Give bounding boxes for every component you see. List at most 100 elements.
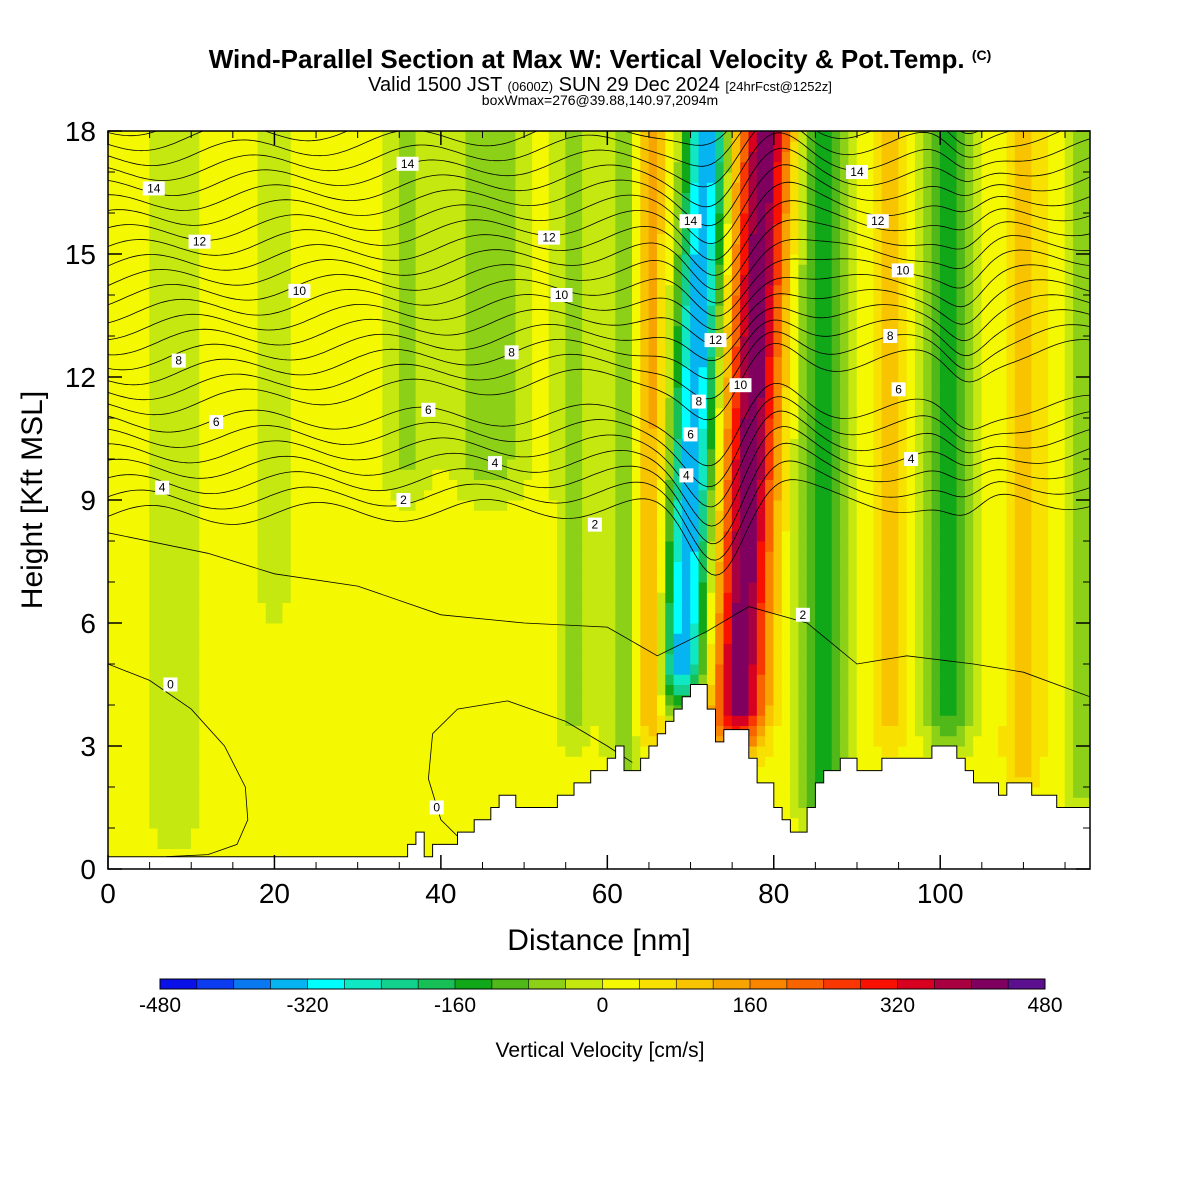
velocity-cell [607, 489, 617, 501]
velocity-cell [448, 622, 459, 634]
velocity-cell [790, 520, 800, 532]
velocity-cell [557, 520, 567, 532]
velocity-cell [157, 663, 167, 675]
velocity-cell [939, 458, 950, 470]
velocity-cell [507, 561, 517, 573]
velocity-cell [1023, 509, 1033, 521]
velocity-cell [465, 807, 475, 819]
velocity-cell [931, 673, 941, 685]
velocity-cell [415, 591, 425, 603]
velocity-cell [981, 550, 991, 562]
velocity-cell [790, 499, 800, 511]
velocity-cell [773, 591, 783, 603]
velocity-cell [865, 632, 875, 644]
velocity-cell [681, 499, 692, 511]
velocity-cell [898, 735, 908, 747]
velocity-cell [116, 427, 126, 439]
velocity-cell [415, 520, 425, 532]
velocity-cell [423, 571, 434, 583]
valid-time-prefix: Valid 1500 JST [368, 74, 502, 96]
velocity-cell [865, 612, 875, 624]
velocity-cell [557, 530, 567, 542]
velocity-cell [773, 786, 783, 798]
velocity-cell [906, 725, 916, 737]
velocity-cell [415, 694, 425, 706]
velocity-cell [948, 468, 958, 480]
velocity-cell [207, 848, 217, 860]
velocity-cell [132, 714, 142, 726]
velocity-cell [1006, 591, 1016, 603]
velocity-cell [307, 704, 317, 716]
velocity-cell [199, 755, 209, 767]
velocity-cell [889, 622, 900, 634]
velocity-cell [690, 591, 700, 603]
velocity-cell [723, 499, 733, 511]
velocity-cell [981, 561, 991, 573]
velocity-cell [232, 663, 242, 675]
velocity-cell [565, 694, 575, 706]
velocity-cell [240, 427, 250, 439]
velocity-cell [116, 817, 126, 829]
velocity-cell [182, 632, 192, 644]
velocity-cell [1081, 530, 1090, 542]
velocity-cell [1081, 725, 1090, 737]
velocity-cell [407, 622, 417, 634]
velocity-cell [532, 468, 542, 480]
velocity-cell [1081, 643, 1090, 655]
velocity-cell [865, 591, 875, 603]
velocity-cell [856, 448, 866, 460]
velocity-cell [340, 622, 350, 634]
velocity-cell [1056, 591, 1066, 603]
velocity-cell [482, 591, 492, 603]
velocity-cell [165, 735, 176, 747]
velocity-cell [382, 602, 392, 614]
velocity-cell [299, 530, 309, 542]
velocity-cell [349, 694, 359, 706]
velocity-cell [956, 540, 966, 552]
velocity-cell [448, 817, 459, 829]
velocity-cell [673, 684, 683, 696]
velocity-cell [715, 694, 725, 706]
velocity-cell [681, 448, 692, 460]
velocity-cell [540, 520, 550, 532]
velocity-cell [374, 684, 384, 696]
velocity-cell [1064, 663, 1074, 675]
velocity-cell [656, 612, 667, 624]
velocity-cell [939, 550, 950, 562]
velocity-cell [390, 817, 400, 829]
velocity-cell [823, 540, 833, 552]
velocity-cell [532, 540, 542, 552]
velocity-cell [873, 499, 883, 511]
velocity-cell [1073, 755, 1083, 767]
velocity-cell [698, 468, 708, 480]
velocity-cell [790, 530, 800, 542]
velocity-cell [840, 458, 850, 470]
velocity-cell [565, 622, 575, 634]
velocity-cell [215, 632, 226, 644]
velocity-cell [174, 755, 184, 767]
velocity-cell [457, 714, 467, 726]
velocity-cell [349, 448, 359, 460]
velocity-cell [282, 817, 292, 829]
velocity-cell [490, 571, 500, 583]
velocity-cell [706, 694, 717, 706]
velocity-cell [1056, 458, 1066, 470]
velocity-cell [432, 581, 442, 593]
velocity-cell [1006, 673, 1016, 685]
velocity-cell [1064, 448, 1074, 460]
velocity-cell [157, 448, 167, 460]
velocity-cell [1073, 591, 1083, 603]
velocity-cell [282, 612, 292, 624]
velocity-cell [706, 499, 717, 511]
velocity-cell [931, 468, 941, 480]
velocity-cell [140, 479, 151, 491]
velocity-cell [557, 684, 567, 696]
velocity-cell [390, 591, 400, 603]
velocity-cell [573, 550, 583, 562]
velocity-cell [582, 468, 592, 480]
velocity-cell [765, 755, 775, 767]
velocity-cell [432, 643, 442, 655]
velocity-cell [981, 489, 991, 501]
velocity-cell [948, 725, 958, 737]
velocity-cell [407, 807, 417, 819]
